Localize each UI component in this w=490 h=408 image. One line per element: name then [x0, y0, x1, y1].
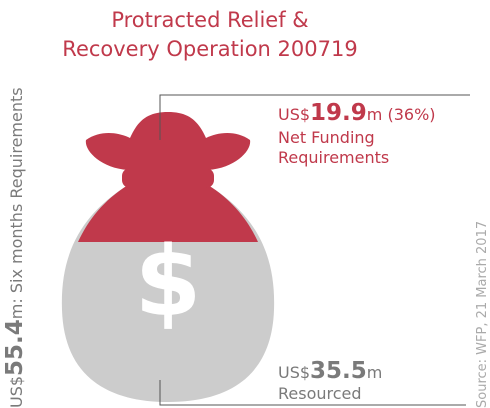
source: Source: WFP, 21 March 2017	[475, 221, 490, 408]
amount: 35.5	[310, 358, 367, 384]
total-requirements: US$55.4m: Six months Requirements	[2, 87, 28, 408]
resourced-amount: US$35.5m	[278, 358, 382, 384]
leader-line	[159, 94, 470, 140]
prefix: US$	[7, 376, 26, 408]
net-funding-label: Requirements	[278, 148, 389, 167]
leader-line	[159, 380, 466, 406]
prefix: US$	[278, 105, 310, 124]
suffix: m	[367, 363, 383, 382]
resourced-label: Resourced	[278, 384, 362, 403]
prefix: US$	[278, 363, 310, 382]
bag-symbol: $	[135, 226, 202, 338]
amount: 55.4	[2, 319, 28, 376]
title-line: Recovery Operation 200719	[62, 37, 357, 61]
bag-knot	[85, 112, 251, 170]
suffix: m: Six months Requirements	[7, 87, 26, 319]
bag-neck	[122, 168, 214, 188]
net-funding-label: Net Funding	[278, 128, 375, 147]
suffix: m (36%)	[367, 105, 436, 124]
amount: 19.9	[310, 100, 367, 126]
title-line: Protracted Relief &	[111, 8, 308, 32]
bag-band	[78, 185, 258, 242]
net-funding-amount: US$19.9m (36%)	[278, 100, 436, 126]
money-bag	[61, 112, 275, 402]
